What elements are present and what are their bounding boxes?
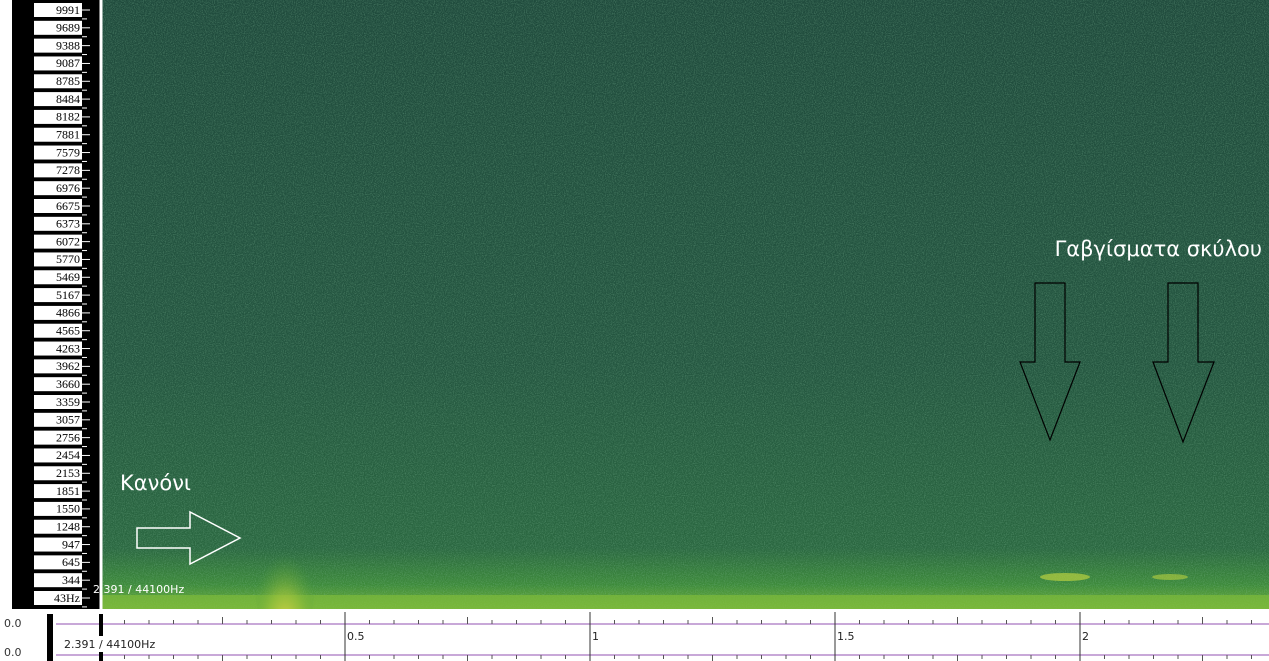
frequency-label-box [34,252,82,267]
frequency-label-box [34,305,82,320]
frequency-label-box [34,288,82,303]
bark-energy [1040,573,1090,581]
frequency-label-box [34,181,82,196]
frequency-label: 4263 [56,341,80,355]
frequency-label-box [34,341,82,356]
frequency-label-box [34,359,82,374]
frequency-label-box [34,573,82,588]
frequency-label: 6072 [56,234,80,248]
strip-margin [0,0,12,609]
arrow-down [1019,282,1081,442]
frequency-label-box [34,591,82,605]
time-ruler [0,609,1269,661]
frequency-label-box [34,537,82,552]
frequency-label-box [34,163,82,178]
frequency-label-box [34,412,82,427]
frequency-label-box [34,3,82,17]
frequency-label-box [34,38,82,53]
ruler-readout: 2.391 / 44100Hz [64,638,155,651]
frequency-label: 8182 [56,110,80,124]
low-band [100,595,1269,609]
frequency-label-box [34,377,82,392]
frequency-label: 6373 [56,217,80,231]
frequency-label-box [34,74,82,89]
level-bar [47,614,53,661]
frequency-label: 5469 [56,270,80,284]
frequency-label-box [34,145,82,160]
frequency-label: 3359 [56,395,80,409]
frequency-label-box [34,519,82,534]
annotation-text: Κανόνι [120,471,191,495]
frequency-label-box [34,323,82,338]
arrow-right [136,510,242,566]
readout-box [60,636,220,652]
frequency-label: 1248 [56,519,80,533]
frequency-label: 4866 [56,306,80,320]
frequency-label-box [34,270,82,285]
frequency-label: 3962 [56,359,80,373]
frequency-label: 2756 [56,430,80,444]
frequency-label: 7579 [56,145,80,159]
frequency-label-box [34,484,82,499]
frequency-label: 645 [62,555,80,569]
frequency-label: 8785 [56,74,80,88]
spectrogram-noise [100,0,1269,609]
bark-energy [1152,574,1188,580]
frequency-labels: 9991 9689 9388 9087 8785 8484 8182 7881 7579 7278… [34,3,90,608]
frequency-label-box [34,501,82,516]
cursor-readout: 2.391 / 44100Hz [93,583,184,596]
frequency-label: 2153 [56,466,80,480]
time-label: 1 [592,630,599,643]
annotation-text: Γαβγίσματα σκύλου [1055,237,1262,261]
frequency-label: 7881 [56,127,80,141]
frequency-label-box [34,199,82,213]
frequency-label: 1550 [56,502,80,516]
time-label: 1.5 [837,630,855,643]
frequency-label-box [34,430,82,445]
frequency-label: 9087 [56,56,80,70]
frequency-label: 5770 [56,252,80,266]
frequency-label: 6675 [56,199,80,213]
time-label: 0.5 [347,630,365,643]
arrow-down [1152,282,1215,444]
level-label: 0.0 [4,617,22,630]
frequency-label-box [34,466,82,481]
frequency-label: 4565 [56,323,80,337]
frequency-label: 5167 [56,288,80,302]
frequency-label: 3660 [56,377,80,391]
frequency-label: 344 [62,573,80,587]
frequency-label-box [34,127,82,142]
frequency-label: 7278 [56,163,80,177]
level-label: 0.0 [4,646,22,659]
frequency-label-box [34,395,82,409]
frequency-label-box [34,448,82,463]
frequency-label-box [34,92,82,107]
frequency-label-box [34,20,82,35]
frequency-label: 43Hz [54,591,80,605]
frequency-label: 3057 [56,413,80,427]
frequency-label: 947 [62,537,80,551]
frequency-label-box [34,234,82,249]
frequency-label: 2454 [56,448,80,462]
frequency-label-box [34,555,82,570]
frequency-label-box [34,109,82,124]
frequency-label-box [34,216,82,231]
frequency-label: 6976 [56,181,80,195]
frequency-label: 9689 [56,21,80,35]
frequency-label: 1851 [56,484,80,498]
frequency-label: 8484 [56,92,80,106]
time-label: 2 [1082,630,1089,643]
frequency-label: 9991 [56,3,80,17]
frequency-label-box [34,56,82,71]
frequency-label: 9388 [56,38,80,52]
